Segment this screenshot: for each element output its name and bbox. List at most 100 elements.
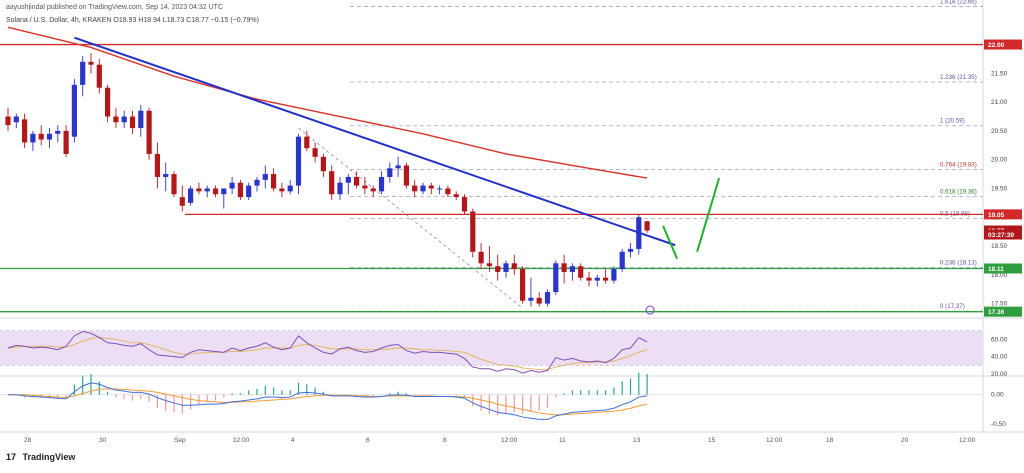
candle-body (212, 188, 219, 195)
candle-body (644, 221, 650, 231)
candle-body (188, 188, 194, 203)
forecast-down-leg (662, 225, 679, 260)
brand-name: TradingView (22, 452, 76, 462)
macd-signal-line (8, 388, 648, 416)
candle-body (312, 148, 318, 157)
price-tag-label: 17.36 (988, 309, 1005, 316)
candle-body (445, 188, 451, 195)
candle-body (387, 168, 393, 177)
fib-level-label: 0.236 (18.13) (940, 259, 977, 266)
x-axis-tick: 30 (99, 437, 107, 444)
x-axis-tick: 6 (366, 437, 370, 444)
candle-body (96, 64, 102, 88)
fib-anchor-dashed-line (298, 127, 523, 309)
x-axis-tick: 12:00 (233, 437, 250, 444)
price-y-tick: 21.00 (991, 99, 1008, 106)
candle-body (13, 116, 19, 123)
candle-body (619, 251, 625, 270)
candle-body (544, 292, 551, 304)
candle-body (378, 176, 385, 192)
candle-body (30, 133, 36, 143)
candle-body (229, 182, 235, 189)
price-y-tick: 19.50 (991, 185, 1008, 192)
tradingview-logo-icon: 17 (6, 452, 17, 462)
x-axis-tick: 8 (443, 437, 447, 444)
price-y-tick: 21.50 (991, 70, 1008, 77)
candle-body (287, 185, 293, 192)
rsi-y-tick: 60.00 (991, 336, 1008, 343)
candle-body (578, 266, 584, 278)
candle-body (105, 87, 111, 117)
fib-level-label: 1.236 (21.35) (940, 74, 977, 81)
candle-body (80, 61, 86, 85)
fib-level-label: 0 (17.37) (940, 303, 965, 310)
candle-body (486, 263, 492, 267)
candle-body (478, 251, 484, 264)
x-axis-tick: Sep (174, 437, 186, 444)
candle-body (536, 297, 542, 304)
candle-body (196, 188, 202, 192)
x-axis-tick: 18 (826, 437, 834, 444)
x-axis-tick: 20 (901, 437, 909, 444)
candle-body (71, 84, 77, 137)
rsi-line (7, 331, 648, 374)
candle-body (503, 263, 509, 272)
candle-body (113, 116, 119, 123)
candle-body (528, 297, 534, 301)
candle-body (5, 116, 11, 126)
price-tag-box (984, 306, 1022, 317)
candle-body (129, 116, 136, 129)
candle-body (561, 263, 567, 272)
candle-body (237, 182, 243, 198)
forecast-up-leg (696, 177, 721, 253)
price-y-tick: 17.50 (991, 301, 1008, 308)
candle-body (204, 188, 210, 192)
brand-footer: 17 TradingView (6, 452, 75, 462)
candle-body (569, 266, 575, 272)
symbol-line: Solana / U.S. Dollar, 4h, KRAKEN O18.93 … (6, 17, 259, 24)
candle-body (611, 269, 617, 281)
fib-level-label: 0.618 (19.36) (940, 189, 977, 196)
candle-body (395, 165, 401, 169)
candle-body (594, 277, 600, 281)
alert-marker-icon (645, 305, 655, 315)
candle-body (38, 133, 44, 140)
candle-body (163, 174, 169, 177)
candle-body (88, 61, 94, 65)
candle-body (461, 197, 468, 212)
rsi-band (0, 330, 983, 366)
candle-body (279, 188, 285, 192)
candle-body (221, 188, 227, 195)
candle-body (403, 165, 409, 186)
candle-body (254, 179, 260, 186)
candle-body (246, 185, 252, 198)
candle-body (354, 176, 360, 186)
rsi-y-tick: 20.00 (991, 371, 1008, 378)
price-tag-label: 19.05 (988, 212, 1005, 219)
x-axis-tick: 4 (291, 437, 295, 444)
x-axis-tick: 11 (559, 437, 566, 444)
rsi-signal-line (7, 337, 648, 371)
price-tag-label: 03:27:39 (988, 232, 1014, 239)
candle-body (138, 110, 144, 129)
candle-body (603, 277, 609, 281)
candle-body (453, 194, 459, 198)
candle-body (370, 188, 376, 192)
candle-body (495, 266, 501, 272)
x-axis-tick: 12:00 (501, 437, 518, 444)
candle-body (553, 263, 559, 293)
candle-body (22, 119, 28, 143)
candle-body (295, 136, 302, 186)
candle-body (412, 185, 418, 192)
price-y-tick: 20.00 (991, 157, 1008, 164)
published-line: aayushjindal published on TradingView.co… (6, 4, 224, 11)
candle-body (171, 174, 177, 195)
candle-body (511, 263, 517, 270)
candle-body (627, 248, 634, 252)
candle-body (146, 110, 152, 154)
candle-body (154, 153, 160, 177)
candle-body (63, 130, 69, 154)
candle-body (437, 188, 443, 190)
